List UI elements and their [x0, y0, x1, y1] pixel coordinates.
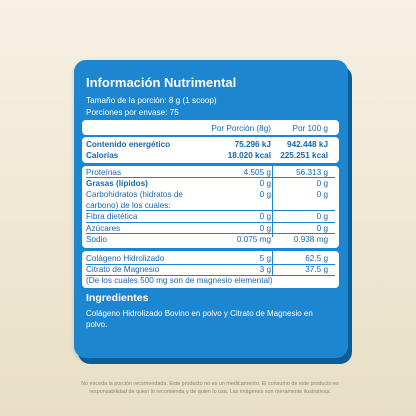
ingredients-text: Colágeno Hidrolizado Bovino en polvo y C…	[86, 309, 313, 329]
fat-label: Grasas (lípidos)	[86, 179, 148, 188]
magnesium-note: (De los cuales 500 mg son de magnesio el…	[86, 276, 273, 285]
ingredients-title: Ingredientes	[86, 292, 149, 304]
energy-panel	[82, 137, 339, 163]
energy-100g: 942.448 kJ	[287, 140, 328, 149]
column-divider	[272, 251, 273, 275]
row-rule	[86, 275, 335, 276]
column-header-portion: Por Porción (8g)	[211, 124, 271, 133]
disclaimer-line2: responsabilidad de quien lo recomienda y…	[89, 389, 331, 395]
collagen-100g: 62.5 g	[305, 254, 328, 263]
carbs-label-line2: carbono) de los cuales:	[86, 201, 171, 210]
row-rule	[86, 264, 335, 265]
magnesium-label: Citrato de Magnesio	[86, 265, 160, 274]
sugar-100g: 0 g	[316, 224, 328, 233]
carbs-label-line1: Carbohidratos (hidratos de	[86, 190, 183, 199]
servings-per-container: Porciones por envase: 75	[86, 108, 179, 117]
collagen-label: Colágeno Hidrolizado	[86, 254, 165, 263]
row-rule	[86, 233, 335, 234]
protein-portion: 4.505 g	[243, 168, 271, 177]
fiber-label: Fibra dietética	[86, 212, 138, 221]
energy-label: Contenido energético	[86, 140, 171, 149]
row-rule	[86, 222, 335, 223]
sodium-100g: 0.938 mg	[293, 235, 328, 244]
sodium-label: Sodio	[86, 235, 107, 244]
protein-label: Proteínas	[86, 168, 122, 177]
row-rule	[86, 210, 335, 211]
disclaimer: No exceda la porción recomendada. Este p…	[60, 380, 360, 396]
supplement-panel	[82, 251, 339, 288]
calories-portion: 18.020 kcal	[227, 151, 271, 160]
magnesium-100g: 37.5 g	[305, 265, 328, 274]
nutrition-title: Información Nutrimental	[86, 75, 237, 90]
carbs-100g: 0 g	[316, 190, 328, 199]
calories-label: Calorías	[86, 151, 119, 160]
nutrients-panel	[82, 166, 339, 248]
column-header-100g: Por 100 g	[292, 124, 328, 133]
carbs-portion: 0 g	[259, 190, 271, 199]
fiber-100g: 0 g	[316, 212, 328, 221]
sodium-portion: 0.075 mg	[236, 235, 271, 244]
serving-size: Tamaño de la porción: 8 g (1 scoop)	[86, 96, 217, 105]
energy-portion: 75.296 kJ	[234, 140, 271, 149]
calories-100g: 225.251 kcal	[280, 151, 328, 160]
disclaimer-line1: No exceda la porción recomendada. Este p…	[81, 381, 339, 387]
sugar-label: Azúcares	[86, 224, 121, 233]
fiber-portion: 0 g	[259, 212, 271, 221]
protein-100g: 56.313 g	[296, 168, 328, 177]
fat-100g: 0 g	[316, 179, 328, 188]
sugar-portion: 0 g	[259, 224, 271, 233]
column-divider	[272, 166, 273, 237]
fat-portion: 0 g	[259, 179, 271, 188]
collagen-portion: 5 g	[259, 254, 271, 263]
magnesium-portion: 3 g	[259, 265, 271, 274]
column-header-panel	[82, 120, 339, 135]
row-rule	[86, 177, 335, 178]
